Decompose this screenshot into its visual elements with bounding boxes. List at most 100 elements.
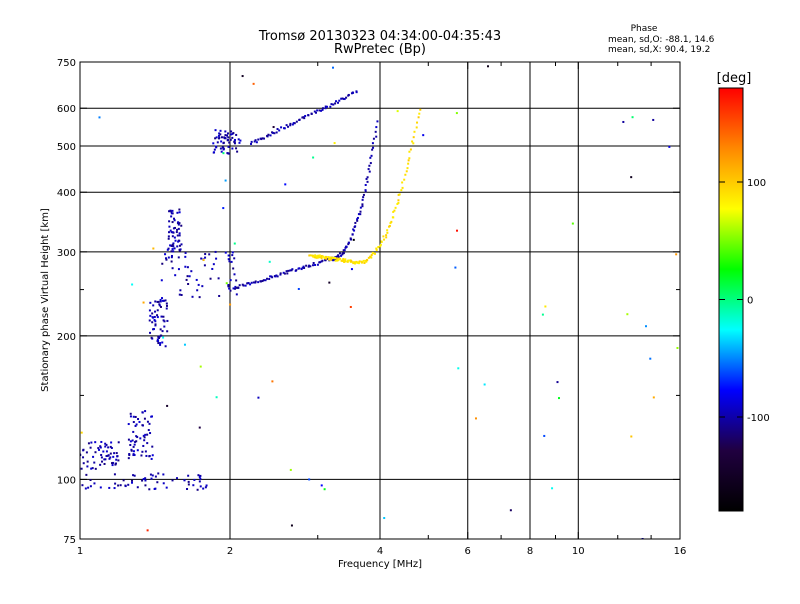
data-point (220, 136, 223, 139)
data-point (142, 434, 145, 437)
data-point (93, 482, 96, 485)
data-point (232, 267, 235, 270)
data-point (147, 429, 150, 432)
data-point (99, 486, 102, 489)
data-point (111, 464, 114, 467)
data-point (307, 114, 310, 117)
data-point (354, 225, 357, 228)
data-point (233, 141, 236, 144)
data-point (151, 454, 154, 457)
data-point (312, 261, 315, 264)
data-point (318, 109, 321, 112)
data-point (303, 266, 306, 269)
data-point (177, 240, 180, 243)
noise-point (290, 524, 293, 527)
x-axis-label: Frequency [MHz] (338, 559, 422, 570)
noise-point (474, 417, 477, 420)
data-point (320, 109, 323, 112)
data-point (165, 304, 168, 307)
data-point (339, 257, 342, 260)
data-point (257, 281, 260, 284)
colorbar-tick-label: -100 (747, 413, 770, 424)
data-point (85, 451, 88, 454)
x-tick-label: 1 (77, 546, 83, 557)
noise-point (631, 116, 634, 119)
data-point (338, 99, 341, 102)
data-point (324, 105, 327, 108)
data-point (148, 319, 151, 322)
data-point (385, 236, 388, 239)
data-point (177, 256, 180, 259)
data-point (213, 151, 216, 154)
data-point (367, 256, 370, 259)
data-point (177, 221, 180, 224)
data-point (218, 136, 221, 139)
data-point (293, 122, 296, 125)
data-point (82, 462, 85, 465)
data-point (161, 262, 164, 265)
data-point (345, 96, 348, 99)
data-point (372, 146, 375, 149)
noise-point (222, 152, 225, 155)
noise-point (202, 259, 205, 262)
data-point (100, 453, 103, 456)
data-point (149, 432, 152, 435)
data-point (392, 210, 395, 213)
data-point (344, 258, 347, 261)
data-point (359, 213, 362, 216)
data-point (369, 255, 372, 258)
data-point (401, 181, 404, 184)
data-point (93, 461, 96, 464)
data-point (313, 110, 316, 113)
data-point (104, 458, 107, 461)
data-point (107, 446, 110, 449)
data-point (283, 272, 286, 275)
data-point (269, 134, 272, 137)
data-point (310, 112, 313, 115)
data-point (156, 309, 159, 312)
data-point (165, 307, 168, 310)
data-point (170, 260, 173, 263)
data-point (325, 105, 328, 108)
noise-point (551, 487, 554, 490)
x-tick-label: 16 (674, 546, 687, 557)
data-point (279, 273, 282, 276)
data-point (237, 138, 240, 141)
data-point (235, 293, 238, 296)
data-point (159, 343, 162, 346)
noise-point (649, 357, 652, 360)
data-point (129, 412, 132, 415)
colorbar-ticks: 100 0 -100 (719, 178, 770, 424)
data-point (109, 445, 112, 448)
data-point (190, 270, 193, 273)
data-point (362, 193, 365, 196)
data-point (404, 173, 407, 176)
data-point (257, 138, 260, 141)
data-point (208, 253, 211, 256)
data-point (254, 281, 257, 284)
data-point (300, 268, 303, 271)
data-point (104, 442, 107, 445)
data-point (203, 264, 206, 267)
data-point (333, 259, 336, 262)
data-point (97, 447, 100, 450)
data-point (386, 229, 389, 232)
data-point (90, 441, 93, 444)
noise-point (454, 266, 457, 269)
data-point (156, 300, 159, 303)
data-point (149, 314, 152, 317)
data-point (137, 418, 140, 421)
data-point (98, 448, 101, 451)
axis-ticks: 1 2 4 6 8 10 16 75 100 200 300 400 500 600 750 (57, 58, 686, 557)
data-point (353, 229, 356, 232)
data-point (366, 180, 369, 183)
data-point (217, 134, 220, 137)
data-point (94, 451, 97, 454)
data-point (418, 112, 421, 115)
data-point (132, 415, 135, 418)
data-point (314, 254, 317, 257)
data-point (146, 433, 149, 436)
data-point (385, 234, 388, 237)
data-point (275, 274, 278, 277)
